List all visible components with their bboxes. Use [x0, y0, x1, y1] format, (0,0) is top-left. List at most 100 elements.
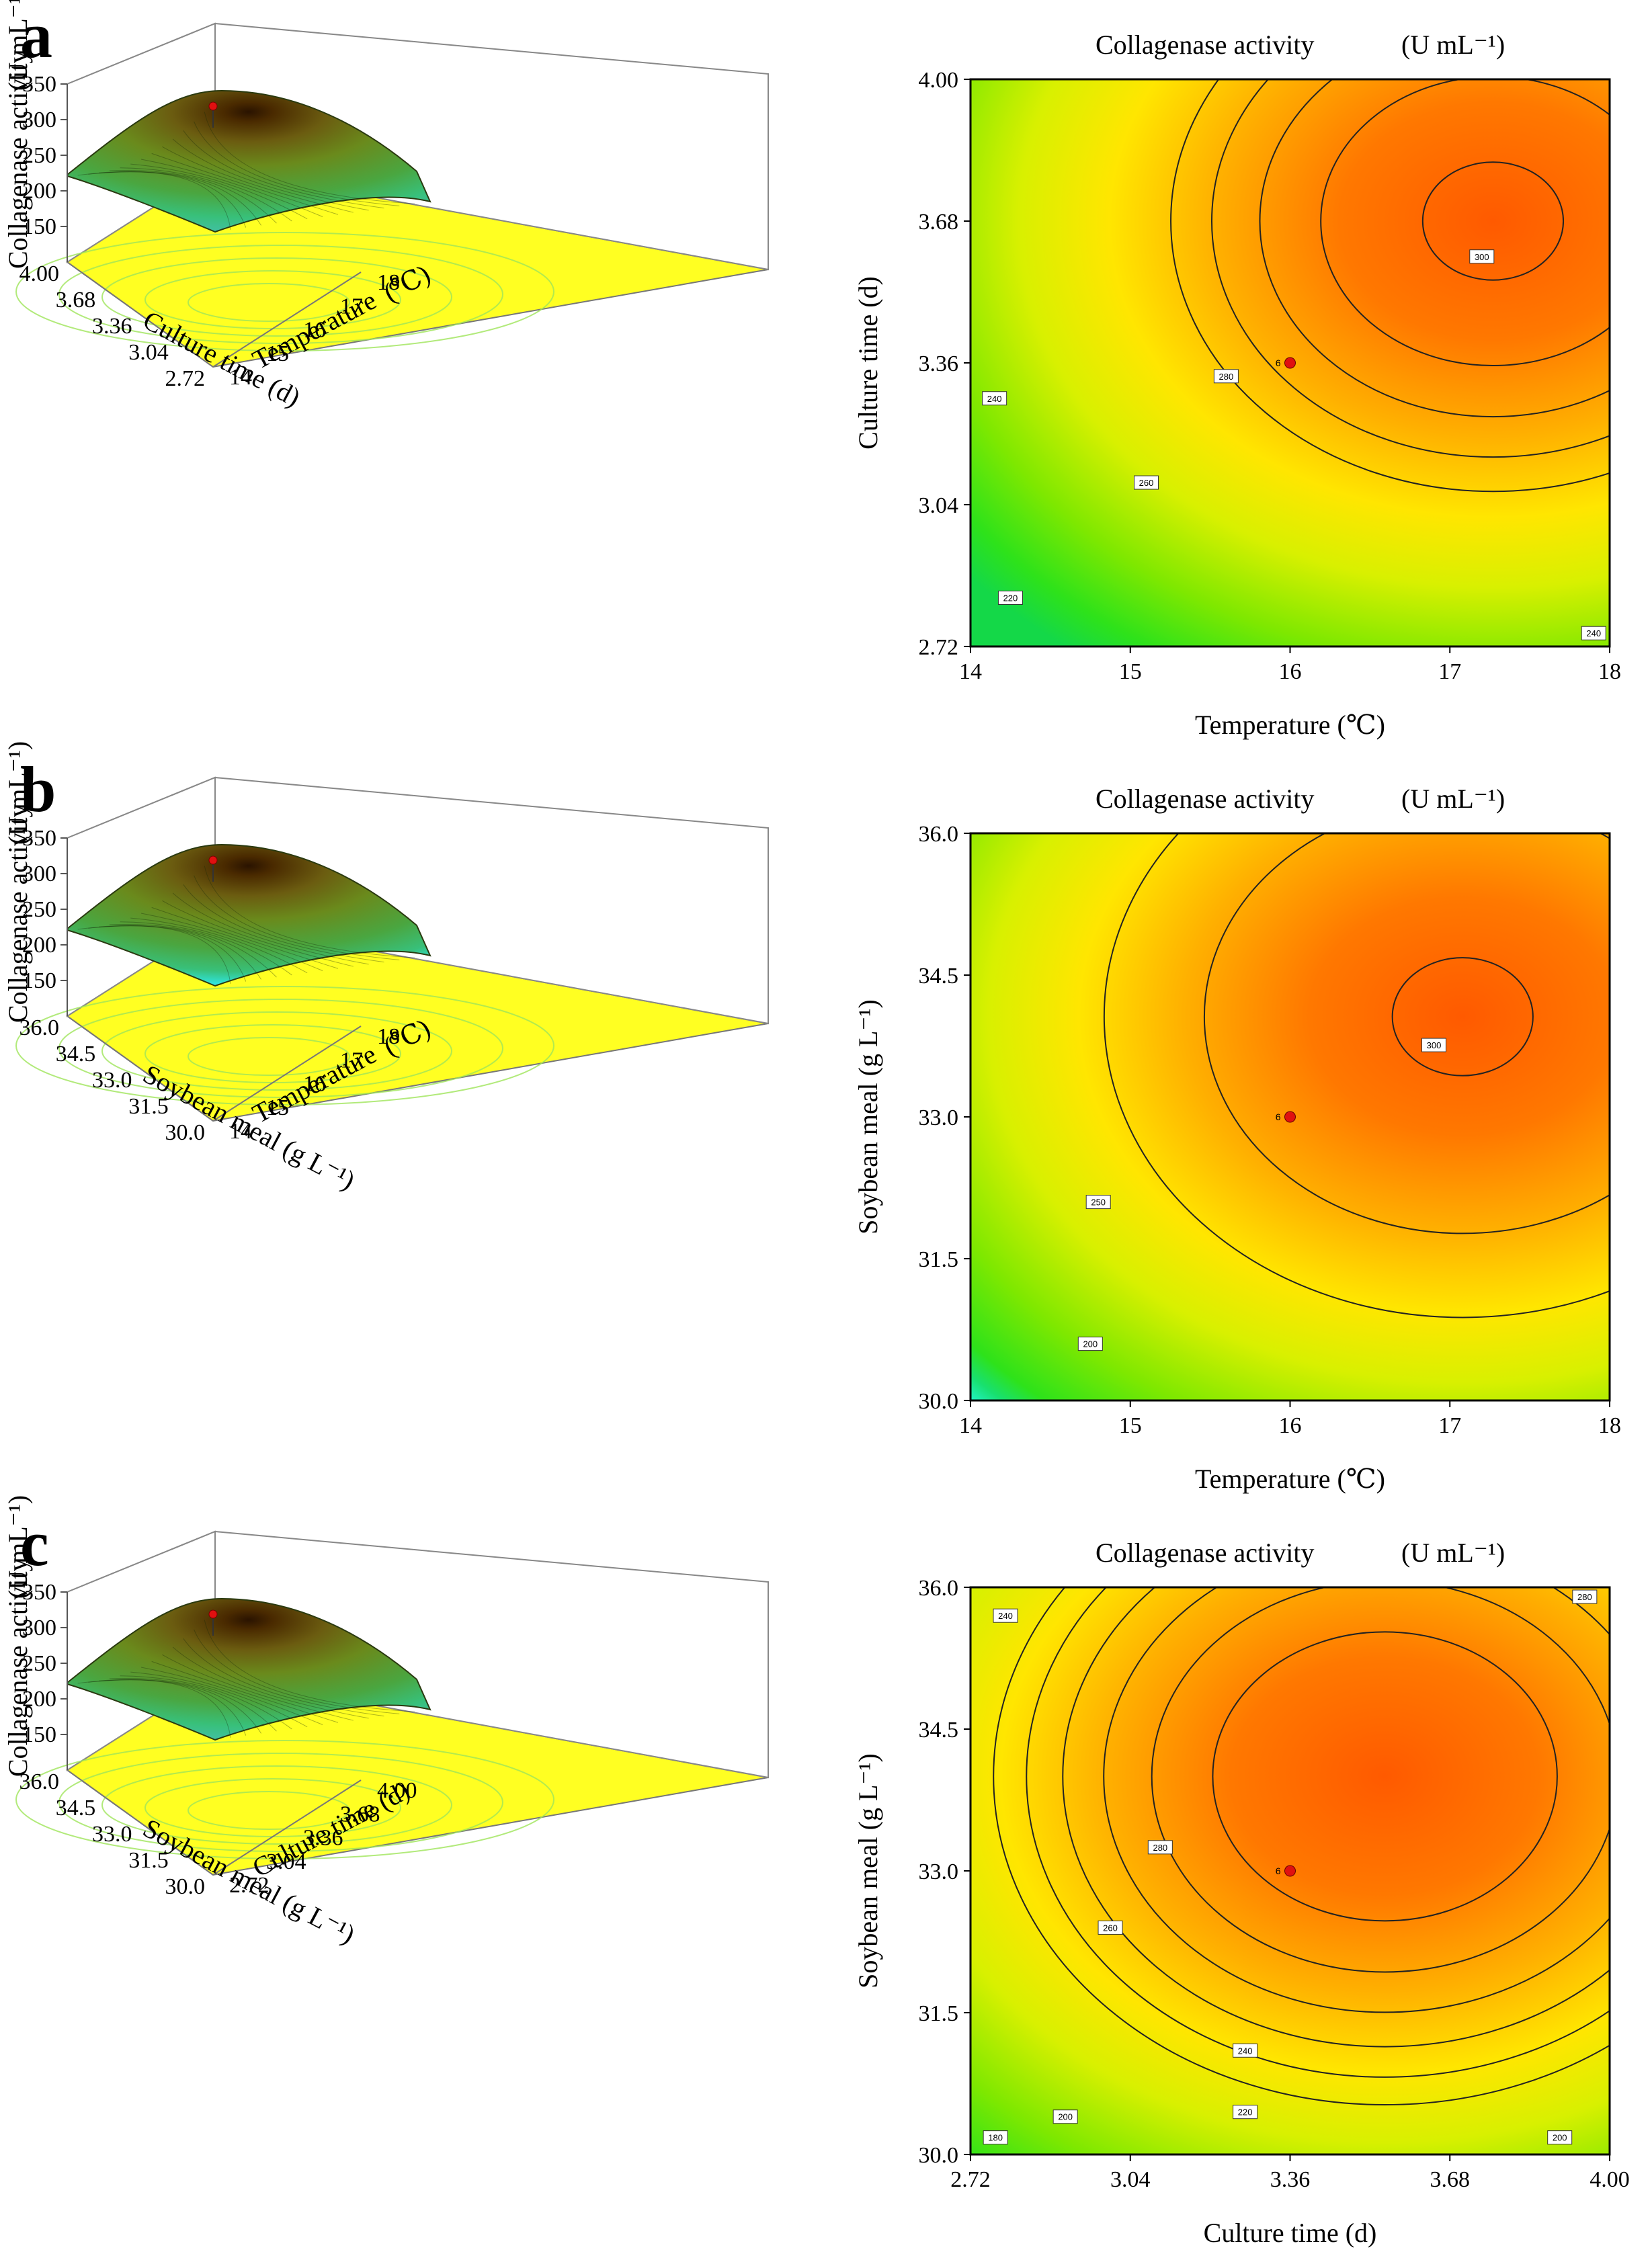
contour-line-300: [1421, 161, 1565, 281]
z-tick-label: 150: [22, 1722, 56, 1747]
x-axis-title: Culture time (d): [1204, 2218, 1377, 2248]
contour-line-300: [1391, 957, 1534, 1077]
z-tick-label: 250: [22, 897, 56, 922]
z-tick-label: 200: [22, 179, 56, 204]
contour-line-240: [1103, 1587, 1610, 2013]
contour-label: 220: [1238, 2107, 1253, 2118]
x-tick-label: 16: [1279, 659, 1302, 684]
contour-line-260: [1259, 79, 1610, 418]
base-contour-line: [58, 999, 503, 1098]
peak-marker: [208, 1609, 218, 1619]
mesh-line: [140, 913, 323, 971]
front-right-edge: [212, 271, 362, 368]
y-tick-label: 3.68: [56, 288, 96, 312]
front-right-edge: [212, 1779, 362, 1876]
contour-label: 220: [1003, 593, 1018, 603]
z-tick-label: 250: [22, 143, 56, 168]
contour-label-box: [1134, 475, 1159, 490]
response-surface: [67, 843, 431, 987]
y-tick-label: 2.72: [165, 366, 206, 391]
chart-title: Collagenase activity: [1096, 30, 1314, 60]
front-right-edge: [212, 1025, 362, 1122]
contour-label-box: [1213, 369, 1239, 384]
z-tick-label: 250: [22, 1651, 56, 1676]
contour-panel-b: 300 250 200 6 14 15 16 17 18 30.0 31.5 33.0 34.5 36.0…: [853, 784, 1621, 1494]
x-tick-label: 14: [229, 365, 252, 390]
contour-label: 250: [1091, 1198, 1106, 1208]
x-tick-label: 16: [303, 318, 326, 343]
mesh-line: [162, 146, 354, 213]
y-tick-label: 3.68: [919, 210, 959, 235]
design-point-marker: [1284, 357, 1296, 369]
chart-title-unit: (U mL⁻¹): [1401, 784, 1505, 814]
contour-label-box: [982, 391, 1007, 406]
contour-line-220: [1062, 1587, 1610, 2048]
z-axis-unit: (U mL⁻¹): [3, 1495, 33, 1599]
mesh-line: [183, 130, 384, 209]
rear-right-wall: [214, 1530, 769, 1779]
x-tick-label: 3.04: [266, 1849, 306, 1874]
contour-label-box: [1547, 2130, 1573, 2145]
z-axis-title: Collagenase activity: [3, 1558, 33, 1777]
mesh-line: [151, 907, 339, 969]
y-tick-label: 36.0: [19, 1015, 60, 1040]
x-tick-label: 3.68: [340, 1802, 380, 1827]
y-tick-label: 36.0: [919, 1576, 959, 1601]
contour-label-box: [1572, 1589, 1598, 1604]
z-axis-title: Collagenase activity: [3, 50, 33, 269]
mesh-line: [77, 1679, 231, 1738]
mesh-line: [120, 167, 292, 222]
contour-label-box: [983, 2130, 1008, 2145]
mesh-line: [99, 171, 261, 226]
base-contour-line: [188, 1791, 350, 1830]
mesh-line: [194, 875, 400, 960]
x-tick-label: 4.00: [377, 1778, 417, 1803]
design-point-label: 6: [1276, 358, 1281, 368]
contour-label-box: [1233, 2105, 1258, 2120]
contour-label-box: [993, 1608, 1018, 1623]
y-tick-label: 34.5: [919, 1718, 959, 1743]
base-contour-line: [15, 986, 554, 1105]
mesh-line: [194, 121, 400, 206]
mesh-line: [130, 1671, 308, 1728]
contour-label-box: [997, 590, 1023, 605]
y-tick-label: 30.0: [165, 1874, 206, 1899]
mesh-line: [151, 1661, 339, 1723]
x-tick-label: 17: [340, 294, 363, 319]
y-tick-label: 3.36: [919, 351, 959, 376]
mesh-line: [140, 159, 323, 217]
y-tick-label: 2.72: [919, 635, 959, 660]
mesh-line: [109, 924, 277, 978]
y-tick-label: 3.04: [128, 340, 169, 365]
y-tick-label: 34.5: [56, 1796, 96, 1820]
y-tick-label: 3.04: [919, 493, 959, 518]
contour-label: 260: [1103, 1923, 1118, 1933]
base-contour-line: [188, 1037, 350, 1076]
mesh-line: [204, 866, 415, 958]
x-tick-label: 15: [1119, 659, 1142, 684]
x-tick-label: 15: [1119, 1413, 1142, 1438]
mesh-line: [194, 1629, 400, 1714]
y-tick-label: 31.5: [919, 1247, 959, 1272]
x-tick-label: 18: [377, 1024, 400, 1049]
design-point-label: 6: [1276, 1112, 1281, 1122]
x-tick-label: 14: [229, 1119, 252, 1144]
y-tick-label: 4.00: [19, 261, 60, 286]
z-tick-label: 300: [22, 1616, 56, 1640]
contour-label: 280: [1577, 1592, 1592, 1602]
base-contour-line: [101, 257, 452, 337]
mesh-line: [183, 1638, 384, 1717]
base-contour-line: [58, 245, 503, 344]
mesh-line: [130, 917, 308, 974]
mesh-line: [120, 1675, 292, 1730]
z-tick-label: 350: [22, 1580, 56, 1605]
contour-label: 280: [1153, 1843, 1167, 1853]
y-tick-label: 36.0: [919, 822, 959, 847]
z-tick-label: 300: [22, 862, 56, 886]
z-tick-label: 300: [22, 108, 56, 132]
peak-marker: [208, 101, 218, 111]
x-tick-label: 18: [1598, 1413, 1621, 1438]
contour-label-box: [1233, 2043, 1258, 2058]
